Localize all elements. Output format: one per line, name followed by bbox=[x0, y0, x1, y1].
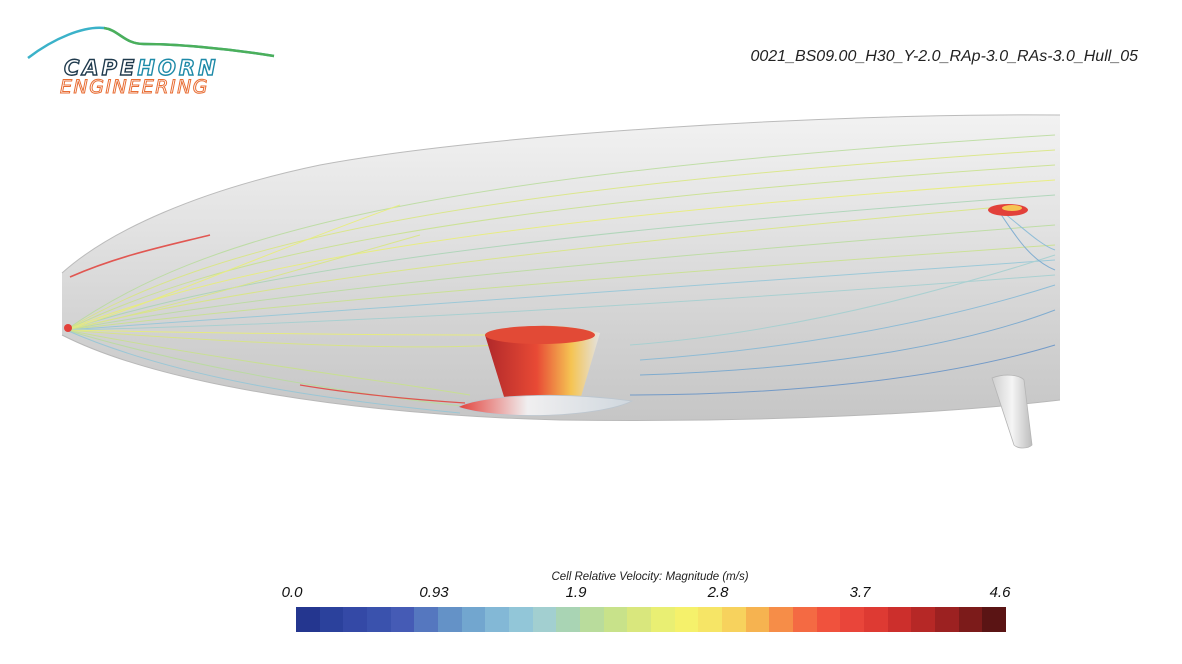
legend-tick: 4.6 bbox=[989, 584, 1011, 601]
legend-swatch bbox=[343, 607, 368, 632]
legend-swatch bbox=[864, 607, 888, 632]
legend-swatch bbox=[982, 607, 1007, 632]
legend-swatch bbox=[580, 607, 604, 632]
legend-swatch bbox=[698, 607, 723, 632]
velocity-legend: Cell Relative Velocity: Magnitude (m/s) … bbox=[270, 565, 1030, 635]
legend-swatch bbox=[603, 607, 628, 632]
logo-wordmark-bottom: ENGINEERING bbox=[59, 76, 210, 99]
legend-swatch bbox=[296, 607, 320, 632]
capehorn-logo: CAPEHORN ENGINEERING bbox=[24, 18, 284, 99]
legend-swatch bbox=[722, 607, 746, 632]
legend-swatch bbox=[651, 607, 675, 632]
legend-swatch bbox=[769, 607, 794, 632]
legend-swatch bbox=[935, 607, 959, 632]
legend-swatch bbox=[532, 607, 557, 632]
legend-swatch bbox=[461, 607, 486, 632]
legend-swatch bbox=[816, 607, 841, 632]
legend-swatch bbox=[367, 607, 391, 632]
legend-tick: 0.0 bbox=[281, 584, 303, 601]
bow-stagnation-point bbox=[64, 324, 72, 332]
legend-swatch bbox=[793, 607, 817, 632]
legend-swatch bbox=[887, 607, 912, 632]
rudder bbox=[991, 374, 1033, 449]
legend-swatch bbox=[627, 607, 652, 632]
legend-swatch bbox=[840, 607, 865, 632]
legend-swatch bbox=[509, 607, 533, 632]
legend-swatch bbox=[556, 607, 581, 632]
logo-swoosh-icon bbox=[27, 26, 275, 59]
legend-swatch bbox=[745, 607, 770, 632]
legend-swatch bbox=[674, 607, 699, 632]
legend-swatch bbox=[319, 607, 344, 632]
legend-swatch bbox=[390, 607, 415, 632]
legend-swatch bbox=[414, 607, 439, 632]
legend-tick: 1.9 bbox=[565, 584, 587, 601]
legend-swatch bbox=[958, 607, 983, 632]
legend-color-bar bbox=[296, 607, 1007, 632]
legend-swatch bbox=[911, 607, 936, 632]
keel-bulb bbox=[456, 394, 634, 416]
legend-swatch bbox=[485, 607, 510, 632]
legend-swatch bbox=[438, 607, 462, 632]
hull-visualization bbox=[61, 114, 1061, 449]
legend-title: Cell Relative Velocity: Magnitude (m/s) bbox=[551, 571, 749, 583]
legend-tick: 3.7 bbox=[849, 584, 871, 601]
legend-tick: 2.8 bbox=[707, 584, 729, 601]
logo-wordmark-top: CAPEHORN bbox=[63, 55, 219, 80]
run-title: 0021_BS09.00_H30_Y-2.0_RAp-3.0_RAs-3.0_H… bbox=[750, 48, 1138, 65]
legend-tick: 0.93 bbox=[419, 584, 449, 601]
keel-strut bbox=[485, 325, 600, 400]
